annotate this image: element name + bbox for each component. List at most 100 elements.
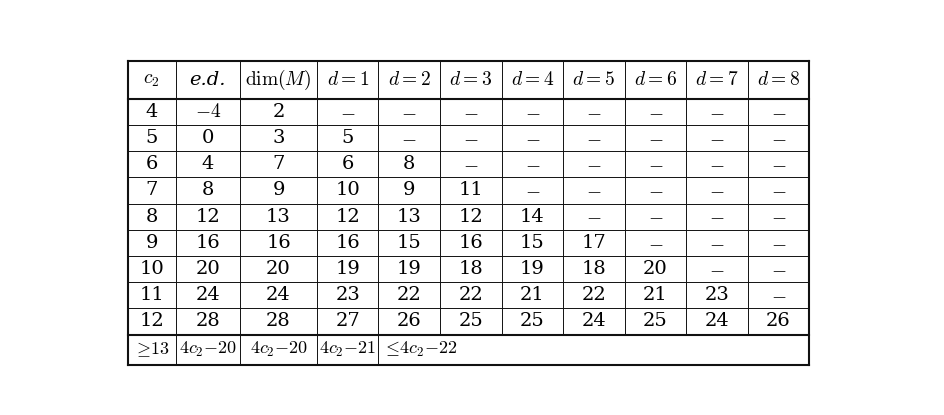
Text: $-4$: $-4$ xyxy=(194,103,221,121)
Text: $d{=}3$: $d{=}3$ xyxy=(448,71,492,89)
Text: $\leq\!4c_2{-}22$: $\leq\!4c_2{-}22$ xyxy=(381,340,457,359)
Text: $-$: $-$ xyxy=(769,103,785,121)
Text: $d{=}4$: $d{=}4$ xyxy=(510,71,553,89)
Text: 16: 16 xyxy=(195,234,220,252)
Text: $-$: $-$ xyxy=(769,155,785,173)
Text: 24: 24 xyxy=(703,312,729,330)
Text: 11: 11 xyxy=(139,286,164,304)
Text: 17: 17 xyxy=(581,234,605,252)
Text: 14: 14 xyxy=(519,208,544,226)
Text: 24: 24 xyxy=(266,286,291,304)
Text: $-$: $-$ xyxy=(463,103,478,121)
Text: $\mathrm{dim}(M)$: $\mathrm{dim}(M)$ xyxy=(245,68,312,92)
Text: $-$: $-$ xyxy=(401,103,416,121)
Text: $d{=}7$: $d{=}7$ xyxy=(695,71,738,89)
Text: 10: 10 xyxy=(335,181,360,199)
Text: 23: 23 xyxy=(703,286,729,304)
Text: $-$: $-$ xyxy=(340,103,355,121)
Text: $-$: $-$ xyxy=(647,208,663,226)
Text: 26: 26 xyxy=(766,312,790,330)
Text: $-$: $-$ xyxy=(585,181,601,199)
Text: 3: 3 xyxy=(272,129,284,147)
Text: 18: 18 xyxy=(581,260,605,278)
Text: 4: 4 xyxy=(201,155,213,173)
Text: $-$: $-$ xyxy=(524,129,539,147)
Text: 19: 19 xyxy=(519,260,544,278)
Text: $c_2$: $c_2$ xyxy=(143,71,160,89)
Text: 6: 6 xyxy=(145,155,158,173)
Text: 8: 8 xyxy=(403,155,415,173)
Text: $4c_2{-}20$: $4c_2{-}20$ xyxy=(249,340,307,359)
Text: 8: 8 xyxy=(201,181,213,199)
Text: 5: 5 xyxy=(341,129,354,147)
Text: 16: 16 xyxy=(266,234,291,252)
Text: 28: 28 xyxy=(195,312,220,330)
Text: 4: 4 xyxy=(145,103,158,121)
Text: $-$: $-$ xyxy=(585,155,601,173)
Text: 6: 6 xyxy=(341,155,354,173)
Text: 12: 12 xyxy=(195,208,220,226)
Text: 21: 21 xyxy=(642,286,667,304)
Text: 19: 19 xyxy=(335,260,360,278)
Text: 2: 2 xyxy=(272,103,284,121)
Text: 28: 28 xyxy=(266,312,291,330)
Text: 21: 21 xyxy=(519,286,544,304)
Text: 16: 16 xyxy=(458,234,482,252)
Text: 27: 27 xyxy=(335,312,360,330)
Text: $-$: $-$ xyxy=(769,260,785,278)
Text: $-$: $-$ xyxy=(769,181,785,199)
Text: $-$: $-$ xyxy=(708,234,724,252)
Text: 13: 13 xyxy=(266,208,291,226)
Text: 20: 20 xyxy=(195,260,220,278)
Text: 25: 25 xyxy=(458,312,482,330)
Text: $-$: $-$ xyxy=(708,129,724,147)
Text: $\geq\!13$: $\geq\!13$ xyxy=(133,340,170,359)
Text: 16: 16 xyxy=(335,234,360,252)
Text: $-$: $-$ xyxy=(463,155,478,173)
Text: 22: 22 xyxy=(581,286,605,304)
Text: 23: 23 xyxy=(335,286,360,304)
Text: $-$: $-$ xyxy=(401,129,416,147)
Text: 20: 20 xyxy=(266,260,291,278)
Text: 18: 18 xyxy=(458,260,482,278)
Text: $-$: $-$ xyxy=(769,286,785,304)
Text: 15: 15 xyxy=(396,234,421,252)
Text: 9: 9 xyxy=(272,181,284,199)
Text: $-$: $-$ xyxy=(647,103,663,121)
Text: $-$: $-$ xyxy=(647,234,663,252)
Text: $-$: $-$ xyxy=(708,155,724,173)
Text: $-$: $-$ xyxy=(647,155,663,173)
Text: 9: 9 xyxy=(402,181,415,199)
Text: $d{=}8$: $d{=}8$ xyxy=(756,71,799,89)
Text: $-$: $-$ xyxy=(769,234,785,252)
Text: 11: 11 xyxy=(458,181,482,199)
Text: $-$: $-$ xyxy=(708,208,724,226)
Text: 20: 20 xyxy=(642,260,667,278)
Text: 12: 12 xyxy=(335,208,360,226)
Text: $-$: $-$ xyxy=(708,260,724,278)
Text: $-$: $-$ xyxy=(585,129,601,147)
Text: $-$: $-$ xyxy=(524,181,539,199)
Text: $-$: $-$ xyxy=(524,155,539,173)
Text: 0: 0 xyxy=(201,129,213,147)
Text: 9: 9 xyxy=(145,234,158,252)
Text: $-$: $-$ xyxy=(647,181,663,199)
Text: 24: 24 xyxy=(581,312,605,330)
Text: $4c_2{-}21$: $4c_2{-}21$ xyxy=(319,340,376,359)
Text: 8: 8 xyxy=(145,208,158,226)
Text: $4c_2{-}20$: $4c_2{-}20$ xyxy=(178,340,236,359)
Text: 19: 19 xyxy=(396,260,421,278)
Text: 12: 12 xyxy=(458,208,482,226)
Text: $-$: $-$ xyxy=(585,208,601,226)
Text: $-$: $-$ xyxy=(769,208,785,226)
Text: $d{=}6$: $d{=}6$ xyxy=(633,71,676,89)
Text: 24: 24 xyxy=(195,286,220,304)
Text: 25: 25 xyxy=(642,312,667,330)
Text: $-$: $-$ xyxy=(708,181,724,199)
Text: 22: 22 xyxy=(396,286,421,304)
Text: 5: 5 xyxy=(145,129,158,147)
Text: 10: 10 xyxy=(139,260,164,278)
Text: 25: 25 xyxy=(519,312,544,330)
Text: 13: 13 xyxy=(396,208,421,226)
Text: e.d.: e.d. xyxy=(190,71,226,89)
